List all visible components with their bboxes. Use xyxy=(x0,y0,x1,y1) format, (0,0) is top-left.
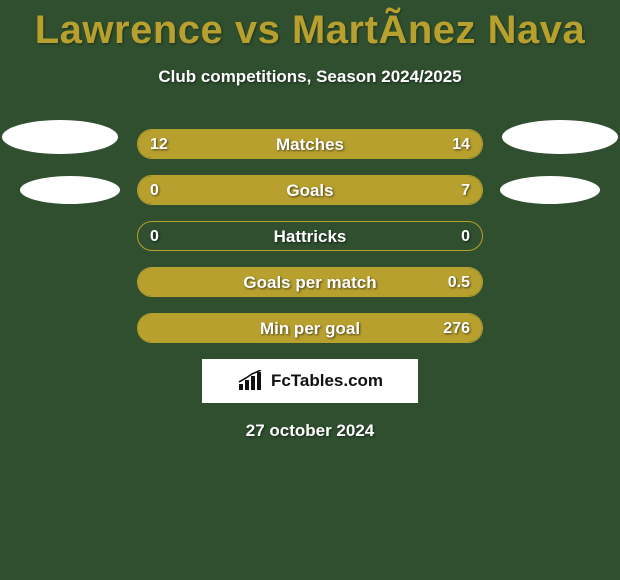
page-title: Lawrence vs MartÃ­nez Nava xyxy=(0,0,620,53)
bar-matches: 12 Matches 14 xyxy=(137,129,483,159)
brand-badge[interactable]: FcTables.com xyxy=(202,359,418,403)
bar-hattricks: 0 Hattricks 0 xyxy=(137,221,483,251)
team-right-logo-placeholder xyxy=(500,176,600,204)
bar-mpg-label: Min per goal xyxy=(138,314,482,342)
team-left-logo-placeholder xyxy=(20,176,120,204)
bar-goals-value-right: 7 xyxy=(461,176,470,204)
bar-matches-label: Matches xyxy=(138,130,482,158)
bar-hattricks-label: Hattricks xyxy=(138,222,482,250)
brand-text: FcTables.com xyxy=(271,371,383,391)
bar-goals: 0 Goals 7 xyxy=(137,175,483,205)
bar-gpm-label: Goals per match xyxy=(138,268,482,296)
player-left-photo-placeholder xyxy=(2,120,118,154)
bar-gpm-value-right: 0.5 xyxy=(448,268,470,296)
bar-min-per-goal: Min per goal 276 xyxy=(137,313,483,343)
chart-icon xyxy=(237,370,265,392)
bar-mpg-value-right: 276 xyxy=(443,314,470,342)
bar-hattricks-value-right: 0 xyxy=(461,222,470,250)
bar-matches-value-right: 14 xyxy=(452,130,470,158)
player-right-photo-placeholder xyxy=(502,120,618,154)
comparison-bars: 12 Matches 14 0 Goals 7 0 Hattricks 0 Go… xyxy=(137,129,483,343)
bar-goals-label: Goals xyxy=(138,176,482,204)
subtitle: Club competitions, Season 2024/2025 xyxy=(0,67,620,87)
date-label: 27 october 2024 xyxy=(0,421,620,441)
bar-goals-per-match: Goals per match 0.5 xyxy=(137,267,483,297)
